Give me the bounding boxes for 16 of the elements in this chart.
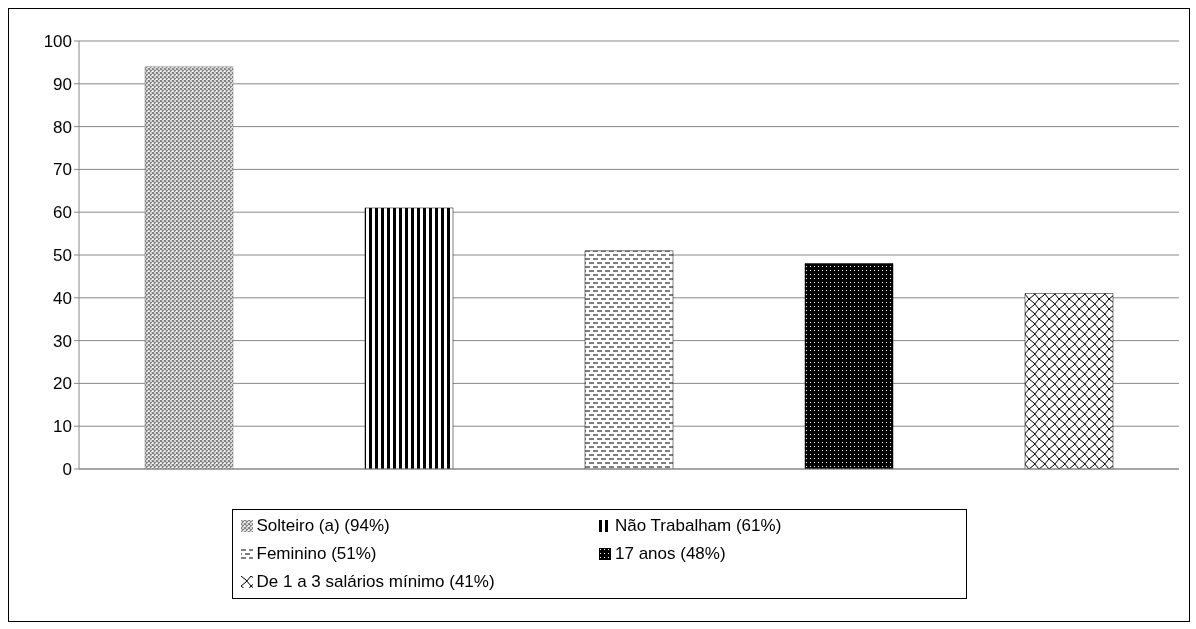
y-tick-label: 10 (53, 417, 72, 437)
y-tick-label: 20 (53, 374, 72, 394)
legend-label: De 1 a 3 salários mínimo (41%) (256, 572, 495, 592)
y-tick-label: 80 (53, 117, 72, 137)
y-tick-label: 50 (53, 246, 72, 266)
y-tick-label: 90 (53, 74, 72, 94)
legend-label: Feminino (51%) (256, 544, 377, 564)
y-tick-label: 30 (53, 331, 72, 351)
legend-label: Não Trabalham (61%) (615, 516, 782, 536)
y-tick-label: 40 (53, 288, 72, 308)
legend-label: Solteiro (a) (94%) (256, 516, 390, 536)
y-tick-label: 70 (53, 160, 72, 180)
y-tick-label: 100 (43, 32, 72, 52)
y-tick-label: 60 (53, 203, 72, 223)
legend-label: 17 anos (48%) (615, 544, 726, 564)
y-tick-label: 0 (62, 460, 72, 480)
